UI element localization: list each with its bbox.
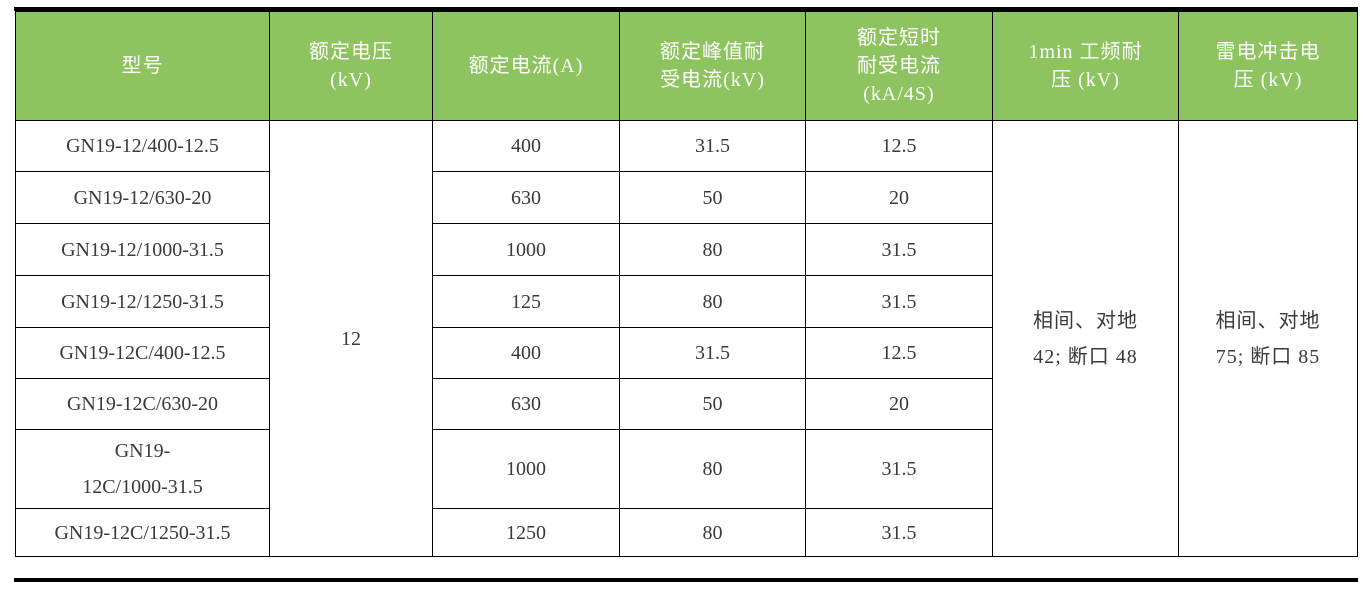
peak-cell: 31.5 bbox=[619, 327, 806, 379]
table-row: GN19-12/630-20 630 50 20 bbox=[15, 171, 1358, 224]
current-cell: 1000 bbox=[432, 429, 620, 509]
model-cell: GN19-12/400-12.5 bbox=[15, 120, 270, 172]
header-rated-current: 额定电流(A) bbox=[432, 11, 620, 121]
short-time-cell: 31.5 bbox=[805, 508, 993, 557]
short-time-cell: 20 bbox=[805, 378, 993, 430]
spec-table: 型号 额定电压 (kV) 额定电流(A) 额定峰值耐 受电流(kV) 额定短时 … bbox=[15, 11, 1358, 557]
peak-cell: 80 bbox=[619, 275, 806, 328]
peak-cell: 50 bbox=[619, 378, 806, 430]
power-frequency-merged-cell: 相间、对地 42; 断口 48 bbox=[992, 120, 1179, 557]
model-cell: GN19-12C/1250-31.5 bbox=[15, 508, 270, 557]
short-time-cell: 12.5 bbox=[805, 120, 993, 172]
header-power-frequency-withstand: 1min 工频耐 压 (kV) bbox=[992, 11, 1179, 121]
header-rated-voltage: 额定电压 (kV) bbox=[269, 11, 433, 121]
peak-cell: 80 bbox=[619, 508, 806, 557]
table-row: GN19-12/1250-31.5 125 80 31.5 bbox=[15, 275, 1358, 328]
spec-table-body: GN19-12/400-12.5 12 400 31.5 12.5 相间、对地 … bbox=[15, 120, 1358, 557]
rated-voltage-merged-cell: 12 bbox=[269, 120, 433, 557]
peak-cell: 80 bbox=[619, 223, 806, 276]
model-cell: GN19- 12C/1000-31.5 bbox=[15, 429, 270, 509]
current-cell: 125 bbox=[432, 275, 620, 328]
spec-table-header: 型号 额定电压 (kV) 额定电流(A) 额定峰值耐 受电流(kV) 额定短时 … bbox=[15, 11, 1358, 121]
short-time-cell: 31.5 bbox=[805, 275, 993, 328]
current-cell: 400 bbox=[432, 120, 620, 172]
current-cell: 630 bbox=[432, 378, 620, 430]
top-rule-divider bbox=[14, 7, 1358, 11]
short-time-cell: 31.5 bbox=[805, 429, 993, 509]
short-time-cell: 20 bbox=[805, 171, 993, 224]
model-cell: GN19-12/630-20 bbox=[15, 171, 270, 224]
model-cell: GN19-12C/400-12.5 bbox=[15, 327, 270, 379]
model-cell: GN19-12/1250-31.5 bbox=[15, 275, 270, 328]
header-lightning-impulse: 雷电冲击电 压 (kV) bbox=[1178, 11, 1358, 121]
short-time-cell: 31.5 bbox=[805, 223, 993, 276]
lightning-impulse-merged-cell: 相间、对地 75; 断口 85 bbox=[1178, 120, 1358, 557]
current-cell: 1250 bbox=[432, 508, 620, 557]
model-cell: GN19-12C/630-20 bbox=[15, 378, 270, 430]
header-peak-withstand-current: 额定峰值耐 受电流(kV) bbox=[619, 11, 806, 121]
current-cell: 630 bbox=[432, 171, 620, 224]
peak-cell: 31.5 bbox=[619, 120, 806, 172]
header-model: 型号 bbox=[15, 11, 270, 121]
current-cell: 400 bbox=[432, 327, 620, 379]
peak-cell: 80 bbox=[619, 429, 806, 509]
table-row: GN19-12C/1250-31.5 1250 80 31.5 bbox=[15, 508, 1358, 557]
current-cell: 1000 bbox=[432, 223, 620, 276]
short-time-cell: 12.5 bbox=[805, 327, 993, 379]
table-row: GN19-12/1000-31.5 1000 80 31.5 bbox=[15, 223, 1358, 276]
bottom-rule-divider bbox=[14, 578, 1358, 582]
header-row: 型号 额定电压 (kV) 额定电流(A) 额定峰值耐 受电流(kV) 额定短时 … bbox=[15, 11, 1358, 121]
header-short-time-withstand-current: 额定短时 耐受电流 (kA/4S) bbox=[805, 11, 993, 121]
peak-cell: 50 bbox=[619, 171, 806, 224]
table-row: GN19-12C/400-12.5 400 31.5 12.5 bbox=[15, 327, 1358, 379]
model-cell: GN19-12/1000-31.5 bbox=[15, 223, 270, 276]
table-row: GN19-12/400-12.5 12 400 31.5 12.5 相间、对地 … bbox=[15, 120, 1358, 557]
